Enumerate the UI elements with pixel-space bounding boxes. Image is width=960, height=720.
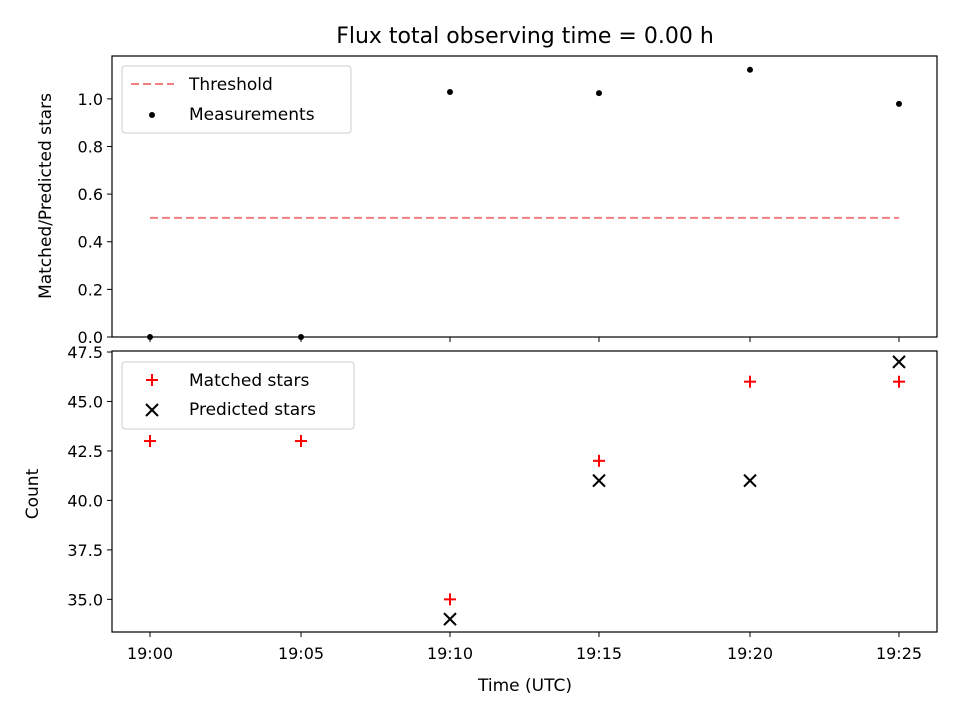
matched-stars-point [295, 435, 307, 448]
predicted-stars-point [592, 473, 606, 488]
measurement-point [747, 66, 753, 73]
matched-stars-point [893, 375, 905, 388]
chart-title: Flux total observing time = 0.00 h [336, 24, 714, 49]
y-tick-label: 35.0 [67, 590, 103, 609]
x-tick-label: 19:25 [876, 644, 922, 663]
predicted-stars-point [892, 355, 906, 369]
y-tick-label: 0.2 [78, 280, 103, 299]
ratio-panel-frame [111, 55, 938, 338]
y-tick-label: 47.5 [67, 343, 103, 362]
count-panel: Count Time (UTC) 35.0 37.5 40.0 42.5 45.0 47.… [23, 343, 938, 696]
matched-legend-swatch [146, 374, 158, 386]
matched-stars-point [593, 454, 605, 467]
y-tick-label: 45.0 [67, 392, 103, 411]
ratio-panel-y-ticks: 0.0 0.2 0.4 0.6 0.8 1.0 [78, 90, 112, 347]
x-tick-label: 19:05 [278, 644, 324, 663]
measurement-point [147, 334, 153, 340]
count-panel-x-ticks: 19:00 19:05 19:10 19:15 19:20 19:25 [127, 632, 922, 663]
measurement-point [298, 334, 304, 340]
matched-stars-point [744, 375, 756, 388]
measurements-legend-swatch [149, 112, 155, 118]
x-tick-label: 19:00 [127, 644, 173, 663]
x-tick-label: 19:10 [427, 644, 473, 663]
ratio-panel: Matched/Predicted stars 0.0 0.2 0.4 0.6 0.8 1… [36, 55, 938, 347]
count-panel-legend: Matched stars Predicted stars [121, 361, 355, 430]
measurement-point [447, 88, 453, 95]
ratio-panel-ylabel: Matched/Predicted stars [36, 93, 56, 299]
y-tick-label: 42.5 [67, 442, 103, 461]
count-panel-frame [111, 350, 938, 633]
matched-legend-marker [146, 374, 158, 386]
matched-legend-label: Matched stars [189, 371, 309, 391]
y-tick-label: 0.8 [78, 137, 103, 156]
predicted-stars-point [443, 612, 457, 626]
x-tick-label: 19:20 [727, 644, 773, 663]
x-tick-label: 19:15 [576, 644, 622, 663]
y-tick-label: 0.6 [78, 185, 103, 204]
predicted-stars-point [743, 473, 757, 488]
count-panel-xlabel: Time (UTC) [477, 676, 572, 696]
y-tick-label: 37.5 [67, 541, 103, 560]
y-tick-label: 1.0 [78, 90, 103, 109]
measurements-legend-label: Measurements [189, 105, 315, 125]
ratio-legend-box [121, 65, 352, 134]
count-panel-y-ticks: 35.0 37.5 40.0 42.5 45.0 47.5 [67, 343, 112, 609]
y-tick-label: 0.4 [78, 233, 103, 252]
measurement-point [896, 100, 902, 107]
matched-stars-point [144, 435, 156, 448]
matched-stars-point [444, 593, 456, 606]
ratio-panel-marks [147, 66, 902, 340]
predicted-legend-label: Predicted stars [189, 400, 316, 420]
count-panel-ylabel: Count [23, 468, 43, 519]
y-tick-label: 0.0 [78, 328, 103, 347]
threshold-legend-label: Threshold [188, 75, 273, 95]
measurement-point [596, 90, 602, 97]
predicted-legend-swatch [145, 403, 159, 417]
y-tick-label: 40.0 [67, 491, 103, 510]
ratio-panel-x-ticks [149, 337, 900, 342]
ratio-panel-legend: Threshold Measurements [121, 65, 352, 134]
predicted-legend-marker [145, 403, 159, 417]
count-legend-box [121, 361, 355, 430]
count-panel-marks [144, 355, 906, 626]
